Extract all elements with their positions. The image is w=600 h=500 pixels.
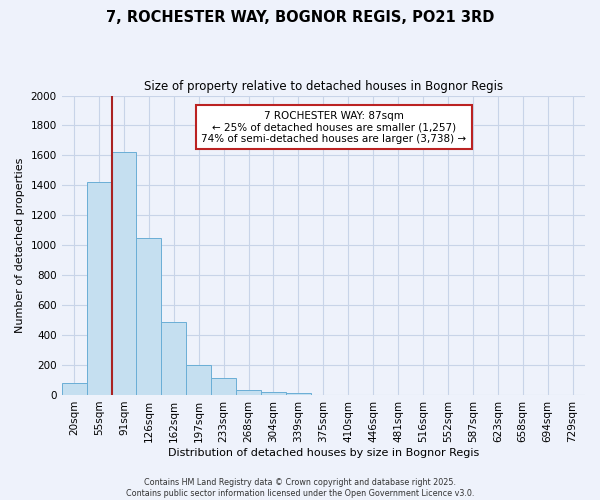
Bar xyxy=(186,365,211,395)
Text: Contains HM Land Registry data © Crown copyright and database right 2025.
Contai: Contains HM Land Registry data © Crown c… xyxy=(126,478,474,498)
Bar xyxy=(261,392,286,395)
Title: Size of property relative to detached houses in Bognor Regis: Size of property relative to detached ho… xyxy=(144,80,503,93)
Bar xyxy=(211,378,236,395)
Text: 7, ROCHESTER WAY, BOGNOR REGIS, PO21 3RD: 7, ROCHESTER WAY, BOGNOR REGIS, PO21 3RD xyxy=(106,10,494,25)
Bar xyxy=(112,152,136,395)
X-axis label: Distribution of detached houses by size in Bognor Regis: Distribution of detached houses by size … xyxy=(168,448,479,458)
Y-axis label: Number of detached properties: Number of detached properties xyxy=(15,158,25,333)
Bar xyxy=(236,390,261,395)
Bar xyxy=(286,394,311,395)
Text: 7 ROCHESTER WAY: 87sqm
← 25% of detached houses are smaller (1,257)
74% of semi-: 7 ROCHESTER WAY: 87sqm ← 25% of detached… xyxy=(201,110,466,144)
Bar xyxy=(86,182,112,395)
Bar xyxy=(161,322,186,395)
Bar xyxy=(136,238,161,395)
Bar xyxy=(62,383,86,395)
